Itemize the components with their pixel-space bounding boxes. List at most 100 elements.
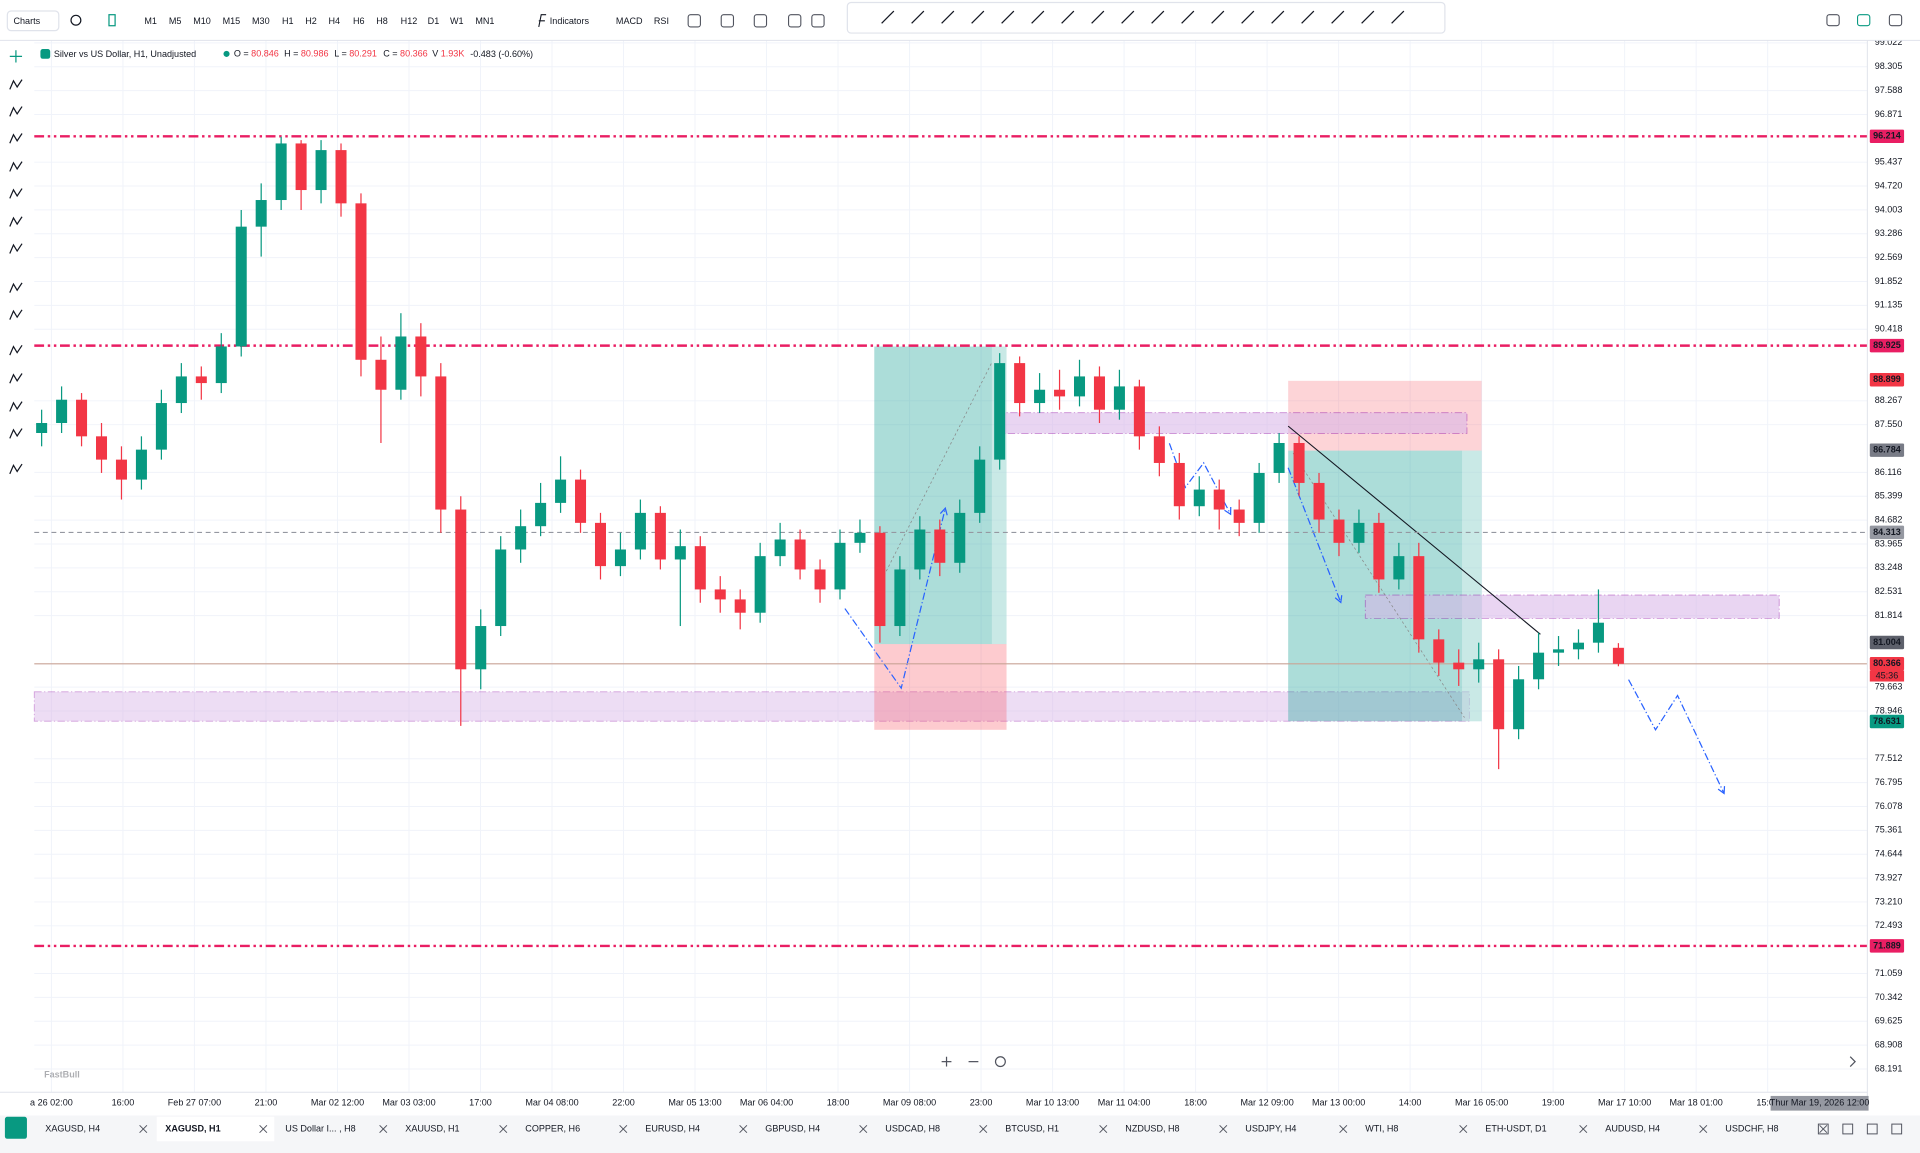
- quick-indicator[interactable]: RSI: [654, 16, 669, 26]
- drawing-tool[interactable]: [1271, 10, 1285, 24]
- toolbar-icon[interactable]: [720, 14, 735, 28]
- tab-close[interactable]: [1699, 1124, 1708, 1134]
- toolbar-icon[interactable]: [1857, 14, 1871, 27]
- tab-close[interactable]: [619, 1124, 628, 1134]
- drawing-tool[interactable]: [1001, 10, 1015, 24]
- timeframe[interactable]: M5: [169, 16, 182, 26]
- tab[interactable]: USDCAD, H8: [885, 1123, 940, 1133]
- left-tool[interactable]: [9, 282, 23, 293]
- chart-type-icon[interactable]: [108, 14, 116, 27]
- favorites-button[interactable]: [4, 1116, 27, 1139]
- tab-bar-icon[interactable]: [1866, 1123, 1878, 1135]
- tab[interactable]: US Dollar I... , H8: [285, 1123, 355, 1133]
- left-tool[interactable]: [9, 188, 23, 199]
- timeframe[interactable]: D1: [428, 16, 440, 26]
- left-tool[interactable]: [9, 344, 23, 356]
- drawing-tool[interactable]: [941, 10, 955, 24]
- toolbar-icon[interactable]: [753, 14, 768, 28]
- drawing-tool[interactable]: [1151, 10, 1165, 24]
- drawing-tool[interactable]: [881, 10, 895, 24]
- timeframe[interactable]: M1: [144, 16, 157, 26]
- drawing-tool[interactable]: [1211, 10, 1225, 24]
- zoom-button[interactable]: [994, 1056, 1006, 1068]
- drawing-tool[interactable]: [1391, 10, 1405, 24]
- left-tool[interactable]: [9, 373, 23, 384]
- tab[interactable]: XAGUSD, H1: [165, 1123, 220, 1133]
- tab-close[interactable]: [379, 1124, 388, 1134]
- drawing-tool[interactable]: [911, 10, 925, 24]
- drawing-tool[interactable]: [1301, 10, 1315, 24]
- timeframe[interactable]: H2: [305, 16, 317, 26]
- left-tool[interactable]: [9, 50, 23, 63]
- symbols-button-box[interactable]: [6, 10, 60, 32]
- quick-indicator[interactable]: MACD: [616, 16, 643, 26]
- left-tool[interactable]: [9, 463, 23, 475]
- timeframe[interactable]: H8: [376, 16, 388, 26]
- toolbar-icon[interactable]: [788, 14, 802, 28]
- timeframe[interactable]: M10: [193, 16, 211, 26]
- toolbar-icon[interactable]: [811, 14, 825, 28]
- left-tool[interactable]: [9, 428, 23, 439]
- timeframe[interactable]: H12: [401, 16, 418, 26]
- drawing-tool[interactable]: [1121, 10, 1135, 24]
- toolbar-icon[interactable]: [1826, 14, 1840, 27]
- timeframe[interactable]: H1: [282, 16, 294, 26]
- left-tool[interactable]: [9, 401, 23, 412]
- timeframe[interactable]: M30: [252, 16, 270, 26]
- left-tool[interactable]: [9, 106, 23, 117]
- timeframe[interactable]: H6: [353, 16, 365, 26]
- drawing-tool[interactable]: [971, 10, 985, 24]
- left-tool[interactable]: [9, 309, 23, 320]
- search-icon[interactable]: [70, 14, 82, 26]
- tab[interactable]: USDCHF, H8: [1725, 1123, 1778, 1133]
- tab-bar-icon[interactable]: [1817, 1123, 1829, 1135]
- tab[interactable]: AUDUSD, H4: [1605, 1123, 1660, 1133]
- tab-close[interactable]: [1459, 1124, 1468, 1134]
- tab-bar-icon[interactable]: [1842, 1123, 1854, 1135]
- tab[interactable]: NZDUSD, H8: [1125, 1123, 1179, 1133]
- tab-close[interactable]: [979, 1124, 988, 1134]
- tab-close[interactable]: [1099, 1124, 1108, 1134]
- tab[interactable]: BTCUSD, H1: [1005, 1123, 1059, 1133]
- drawing-tool[interactable]: [1361, 10, 1375, 24]
- tab-close[interactable]: [739, 1124, 748, 1134]
- symbols-button[interactable]: Charts: [13, 16, 40, 26]
- left-tool[interactable]: [9, 216, 23, 227]
- tab-close[interactable]: [1219, 1124, 1228, 1134]
- tab[interactable]: XAGUSD, H4: [45, 1123, 100, 1133]
- drawing-tool[interactable]: [1061, 10, 1075, 24]
- y-tick-label: 70.342: [1875, 992, 1903, 1002]
- tab[interactable]: ETH-USDT, D1: [1485, 1123, 1546, 1133]
- drawing-tool[interactable]: [1091, 10, 1105, 24]
- left-tool[interactable]: [9, 161, 23, 172]
- drawing-tool[interactable]: [1181, 10, 1195, 24]
- tab[interactable]: GBPUSD, H4: [765, 1123, 820, 1133]
- timeframe[interactable]: M15: [223, 16, 241, 26]
- tab[interactable]: XAUUSD, H1: [405, 1123, 459, 1133]
- tab[interactable]: WTI, H8: [1365, 1123, 1398, 1133]
- tab[interactable]: EURUSD, H4: [645, 1123, 700, 1133]
- tab-close[interactable]: [259, 1124, 268, 1134]
- tab-close[interactable]: [1579, 1124, 1588, 1134]
- tab-close[interactable]: [859, 1124, 868, 1134]
- tab[interactable]: COPPER, H6: [525, 1123, 580, 1133]
- left-tool[interactable]: [9, 133, 23, 144]
- drawing-tool[interactable]: [1331, 10, 1345, 24]
- timeframe[interactable]: H4: [328, 16, 340, 26]
- drawing-tool[interactable]: [1031, 10, 1045, 24]
- tab-bar-icon[interactable]: [1891, 1123, 1903, 1135]
- toolbar-icon[interactable]: [687, 14, 701, 28]
- indicators-button[interactable]: Indicators: [550, 16, 590, 26]
- tab-close[interactable]: [1339, 1124, 1348, 1134]
- drawing-tool[interactable]: [1241, 10, 1255, 24]
- left-tool[interactable]: [9, 243, 23, 254]
- toolbar-icon[interactable]: [1888, 14, 1903, 27]
- tab-close[interactable]: [139, 1124, 148, 1134]
- tab-close[interactable]: [499, 1124, 508, 1134]
- timeframe[interactable]: W1: [450, 16, 464, 26]
- timeframe[interactable]: MN1: [475, 16, 494, 26]
- tab-close[interactable]: [1819, 1124, 1828, 1134]
- zoom-button[interactable]: [1849, 1056, 1856, 1067]
- tab[interactable]: USDJPY, H4: [1245, 1123, 1296, 1133]
- left-tool[interactable]: [9, 79, 23, 90]
